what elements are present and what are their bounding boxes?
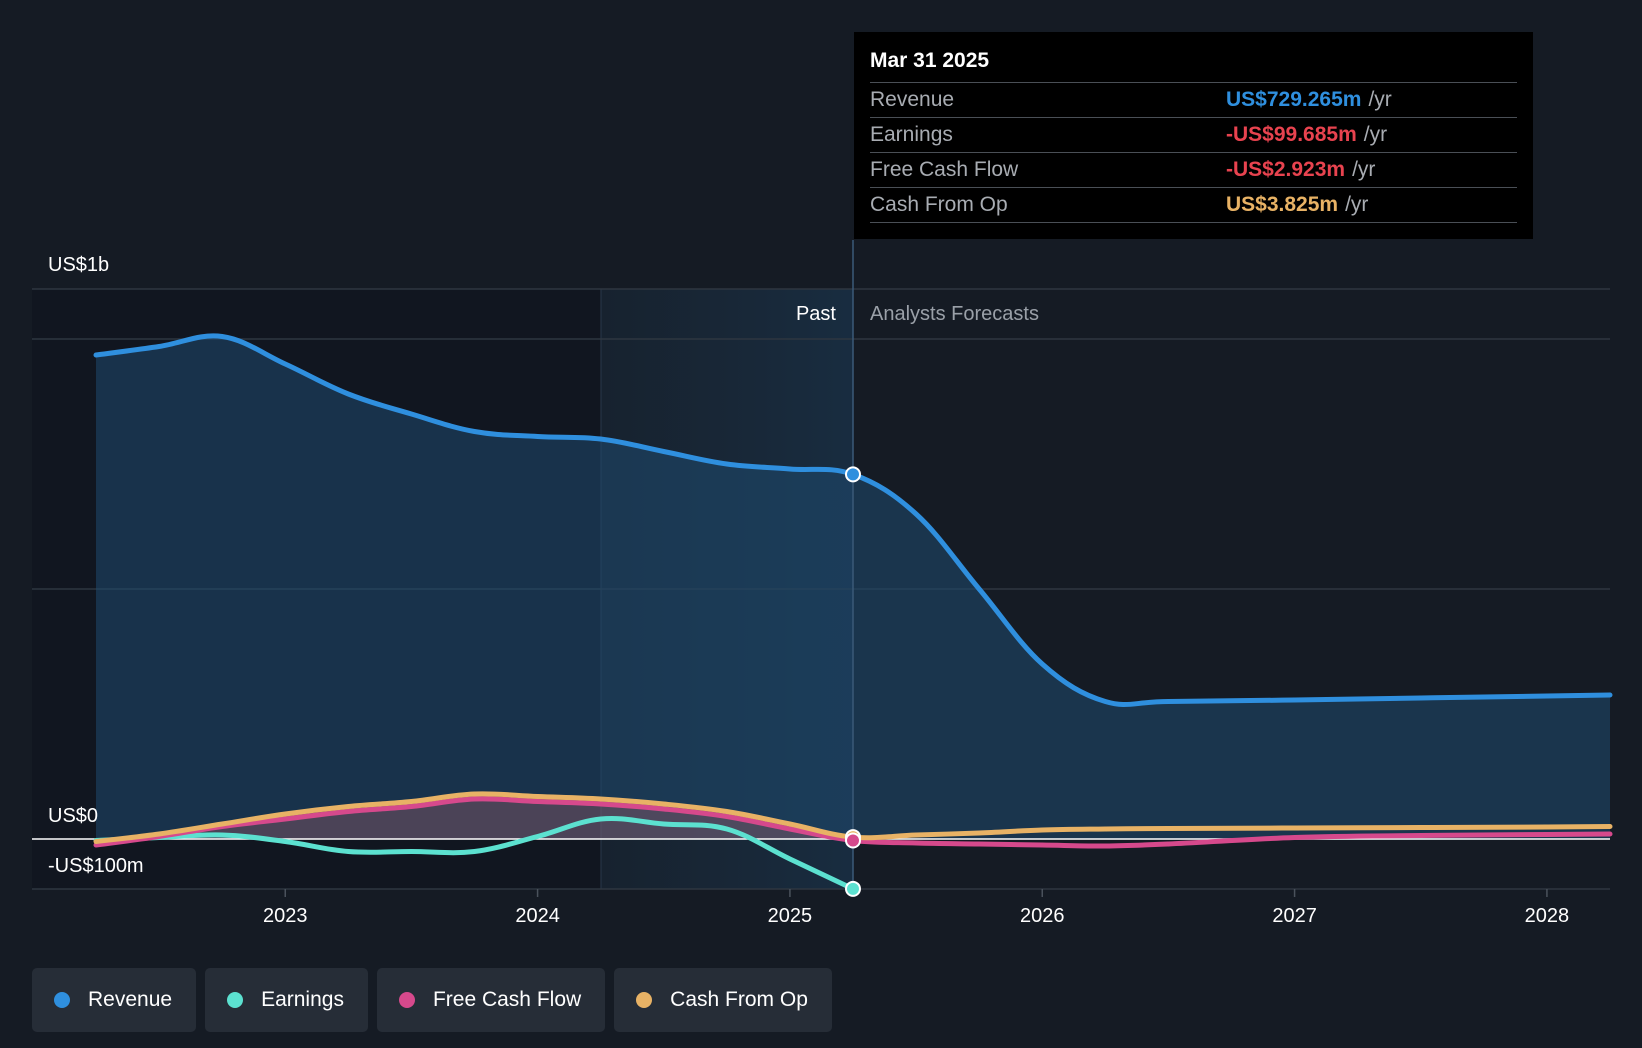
legend-item-revenue[interactable]: Revenue bbox=[32, 968, 197, 1032]
tooltip-row-unit: /yr bbox=[1363, 123, 1388, 146]
tooltip-row-value: US$3.825m bbox=[1226, 193, 1339, 216]
tooltip-row-unit: /yr bbox=[1345, 193, 1369, 216]
legend-label: Cash From Op bbox=[670, 988, 808, 1011]
legend-item-earnings[interactable]: Earnings bbox=[205, 968, 368, 1032]
tooltip-row-unit: /yr bbox=[1352, 158, 1376, 181]
legend-item-free-cash-flow[interactable]: Free Cash Flow bbox=[376, 968, 606, 1032]
x-tick-label: 2026 bbox=[1020, 905, 1065, 927]
series-line bbox=[93, 333, 1613, 708]
tooltip-row-name: Earnings bbox=[870, 123, 953, 146]
tooltip-row-value: -US$2.923m bbox=[1226, 158, 1346, 181]
x-tick-label: 2025 bbox=[768, 905, 813, 927]
tooltip-row-name: Cash From Op bbox=[870, 193, 1008, 216]
line-layer bbox=[93, 240, 1613, 892]
y-axis-top-label: US$1b bbox=[48, 254, 109, 276]
x-tick-label: 2028 bbox=[1525, 905, 1570, 927]
label-layer: US$1b US$0 -US$100m Past Analysts Foreca… bbox=[48, 254, 1569, 927]
legend-label: Free Cash Flow bbox=[432, 988, 582, 1011]
tooltip-row-cash-from-op: Cash From Op US$3.825m /yr bbox=[870, 188, 1517, 223]
series-line bbox=[93, 816, 856, 892]
legend-item-cash-from-op[interactable]: Cash From Op bbox=[614, 968, 832, 1032]
tooltip-row-value: US$729.265m bbox=[1226, 88, 1362, 111]
forecast-label: Analysts Forecasts bbox=[870, 303, 1039, 325]
x-tick-label: 2027 bbox=[1272, 905, 1317, 927]
legend-label: Revenue bbox=[88, 988, 173, 1011]
past-label: Past bbox=[796, 303, 836, 325]
earnings-dot-icon bbox=[227, 992, 244, 1008]
tooltip-row-name: Revenue bbox=[870, 88, 955, 111]
cash-from-op-dot-icon bbox=[636, 992, 653, 1008]
tooltip-date: Mar 31 2025 bbox=[870, 46, 1517, 83]
legend-label: Earnings bbox=[261, 988, 344, 1011]
data-tooltip: Mar 31 2025 Revenue US$729.265m /yr Earn… bbox=[854, 32, 1533, 239]
x-tick-label: 2023 bbox=[263, 905, 308, 927]
chart-legend: Revenue Earnings Free Cash Flow Cash Fro… bbox=[32, 968, 832, 1032]
marker-layer bbox=[845, 466, 861, 897]
free-cash-flow-dot-icon bbox=[398, 992, 415, 1008]
tooltip-row-name: Free Cash Flow bbox=[870, 158, 1019, 181]
series-marker bbox=[845, 880, 861, 897]
series-marker bbox=[845, 466, 861, 483]
revenue-dot-icon bbox=[54, 992, 70, 1008]
tooltip-row-revenue: Revenue US$729.265m /yr bbox=[870, 83, 1517, 118]
tooltip-row-free-cash-flow: Free Cash Flow -US$2.923m /yr bbox=[870, 153, 1517, 188]
y-axis-zero-label: US$0 bbox=[48, 805, 98, 827]
series-line bbox=[93, 791, 1613, 844]
tooltip-row-earnings: Earnings -US$99.685m /yr bbox=[870, 118, 1517, 153]
tooltip-row-value: -US$99.685m bbox=[1226, 123, 1357, 146]
y-axis-bottom-label: -US$100m bbox=[48, 855, 144, 877]
series-line bbox=[93, 796, 1613, 849]
tooltip-row-unit: /yr bbox=[1368, 88, 1392, 111]
x-tick-label: 2024 bbox=[515, 905, 560, 927]
series-marker bbox=[845, 832, 861, 849]
